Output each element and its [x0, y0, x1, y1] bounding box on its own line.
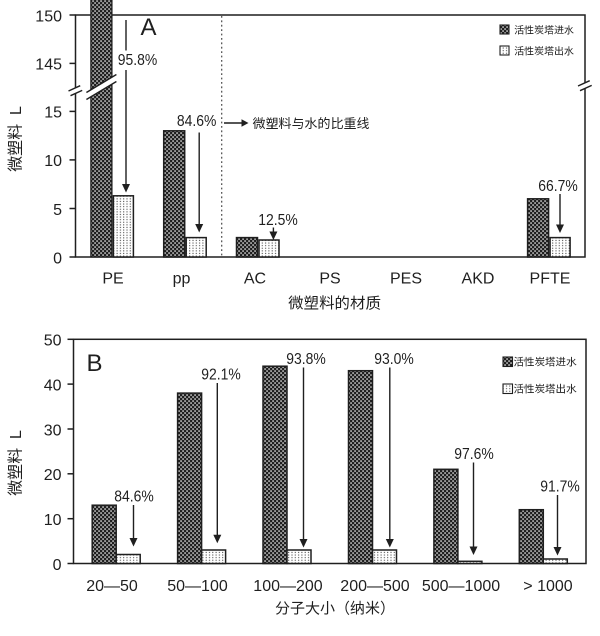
svg-text:活性炭塔出水: 活性炭塔出水 [514, 46, 574, 58]
svg-text:活性炭塔进水: 活性炭塔进水 [514, 357, 577, 369]
svg-text:40: 40 [44, 377, 62, 394]
svg-text:145: 145 [35, 57, 62, 74]
svg-text:200—500: 200—500 [340, 578, 409, 595]
svg-text:0: 0 [53, 250, 62, 267]
svg-text:50—100: 50—100 [167, 578, 228, 595]
svg-text:100—200: 100—200 [253, 578, 322, 595]
svg-text:微塑料的材质: 微塑料的材质 [287, 295, 381, 313]
svg-text:66.7%: 66.7% [538, 178, 578, 195]
svg-text:PFTE: PFTE [530, 271, 571, 288]
svg-text:92.1%: 92.1% [201, 367, 241, 384]
svg-text:PS: PS [319, 271, 340, 288]
svg-text:PE: PE [102, 271, 123, 288]
svg-text:微塑料 L: 微塑料 L [7, 430, 25, 497]
svg-text:B: B [86, 350, 102, 377]
svg-text:微塑料与水的比重线: 微塑料与水的比重线 [253, 116, 370, 131]
svg-text:500—1000: 500—1000 [422, 578, 500, 595]
svg-text:150: 150 [35, 8, 62, 25]
svg-text:84.6%: 84.6% [177, 113, 217, 130]
svg-text:pp: pp [173, 271, 191, 288]
svg-text:10: 10 [44, 512, 62, 529]
svg-text:分子大小（纳米）: 分子大小（纳米） [275, 601, 395, 618]
svg-text:活性炭塔进水: 活性炭塔进水 [514, 25, 574, 37]
svg-text:微塑料 L: 微塑料 L [7, 106, 25, 173]
svg-text:A: A [140, 14, 156, 41]
svg-text:12.5%: 12.5% [258, 212, 298, 229]
svg-text:20—50: 20—50 [86, 578, 138, 595]
svg-text:91.7%: 91.7% [540, 479, 580, 496]
svg-text:PES: PES [390, 271, 422, 288]
svg-text:10: 10 [44, 153, 62, 170]
svg-text:20: 20 [44, 467, 62, 484]
svg-text:93.0%: 93.0% [374, 351, 414, 368]
svg-text:93.8%: 93.8% [286, 351, 326, 368]
svg-text:30: 30 [44, 422, 62, 439]
svg-text:84.6%: 84.6% [114, 489, 154, 506]
svg-text:0: 0 [53, 557, 62, 574]
svg-text:95.8%: 95.8% [118, 52, 158, 69]
svg-text:5: 5 [53, 202, 62, 219]
svg-text:50: 50 [44, 333, 62, 350]
svg-text:15: 15 [44, 105, 62, 122]
svg-text:> 1000: > 1000 [523, 578, 572, 595]
svg-text:97.6%: 97.6% [454, 446, 494, 463]
svg-text:AKD: AKD [462, 271, 495, 288]
svg-text:活性炭塔出水: 活性炭塔出水 [514, 384, 577, 396]
svg-text:AC: AC [244, 271, 266, 288]
